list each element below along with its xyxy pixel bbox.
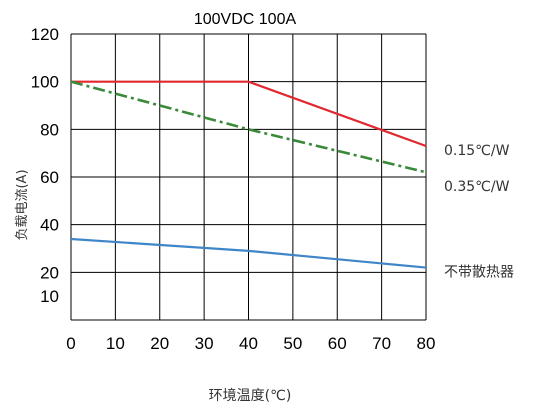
y-tick-label-0: 10 <box>40 287 59 306</box>
x-tick-label-0: 0 <box>66 334 75 353</box>
y-tick-label-3: 60 <box>40 168 59 187</box>
x-axis-label: 环境温度(℃) <box>209 388 292 404</box>
grid <box>70 33 427 321</box>
series-label-0: 0.15℃/W <box>444 143 510 159</box>
chart-title: 100VDC 100A <box>194 11 297 28</box>
x-tick-label-3: 30 <box>195 334 214 353</box>
y-tick-labels: 10 20 40 60 80 100 120 <box>31 25 59 306</box>
y-tick-label-4: 80 <box>40 120 59 139</box>
series-line-1 <box>70 80 427 174</box>
x-tick-label-1: 10 <box>106 334 125 353</box>
series-label-2: 不带散热器 <box>444 265 514 281</box>
series-line-2 <box>70 237 427 269</box>
y-tick-label-5: 100 <box>31 73 59 92</box>
x-tick-label-2: 20 <box>150 334 169 353</box>
y-axis-label: 负载电流(A) <box>15 169 30 240</box>
series-label-1: 0.35℃/W <box>444 179 510 195</box>
x-tick-label-8: 80 <box>417 334 436 353</box>
y-tick-label-2: 40 <box>40 216 59 235</box>
x-tick-label-6: 60 <box>328 334 347 353</box>
series-line-0 <box>71 80 427 148</box>
x-tick-label-4: 40 <box>239 334 258 353</box>
y-tick-label-1: 20 <box>40 263 59 282</box>
x-tick-label-5: 50 <box>283 334 302 353</box>
series-lines <box>70 80 427 269</box>
y-tick-label-6: 120 <box>31 25 59 44</box>
series-labels: 0.15℃/W 0.35℃/W 不带散热器 <box>444 143 514 281</box>
x-tick-labels: 0 10 20 30 40 50 60 70 80 <box>66 334 435 353</box>
x-tick-label-7: 70 <box>372 334 391 353</box>
